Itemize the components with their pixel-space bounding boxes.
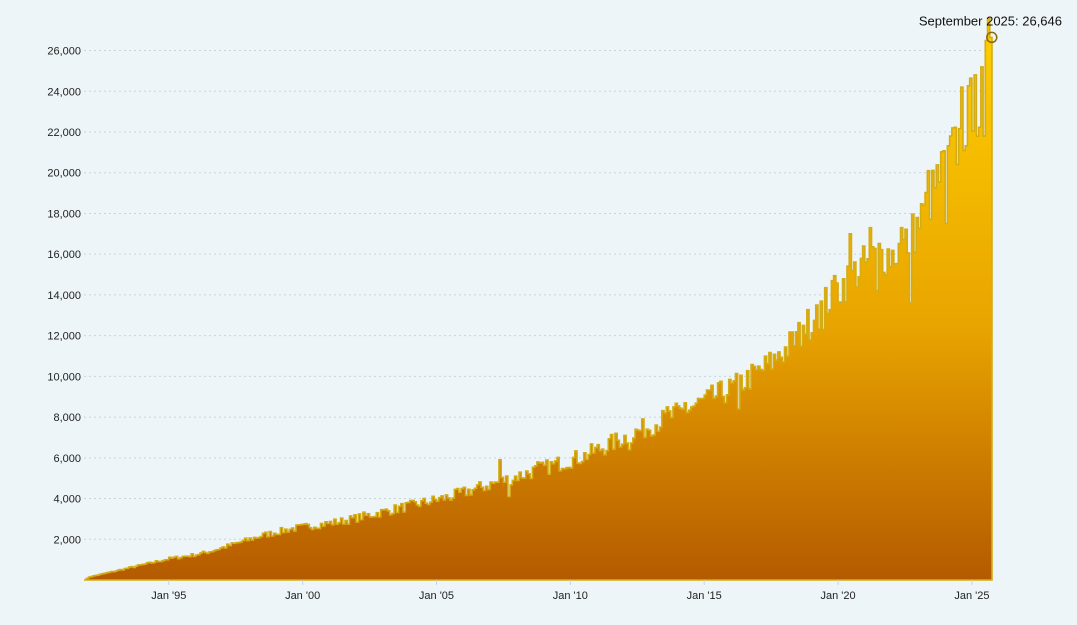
- y-tick-label: 2,000: [53, 534, 81, 546]
- y-tick-label: 26,000: [47, 46, 81, 58]
- y-tick-label: 10,000: [47, 371, 81, 383]
- y-axis: 2,000 4,000 6,000 8,000 10,000 12,000 14,000 16…: [47, 46, 81, 547]
- peak-annotation: September 2025: 26,646: [919, 13, 1062, 44]
- series-area-path: [84, 17, 993, 581]
- x-tick-label: Jan '20: [820, 590, 855, 602]
- x-tick-label: Jan '00: [285, 590, 320, 602]
- x-tick-label: Jan '25: [954, 590, 989, 602]
- x-tick-label: Jan '05: [419, 590, 454, 602]
- y-tick-label: 18,000: [47, 208, 81, 220]
- y-tick-label: 6,000: [53, 453, 81, 465]
- series-area: [84, 17, 993, 581]
- y-tick-label: 8,000: [53, 412, 81, 424]
- x-tick-label: Jan '10: [553, 590, 588, 602]
- y-tick-label: 14,000: [47, 290, 81, 302]
- y-tick-label: 4,000: [53, 494, 81, 506]
- peak-label: September 2025: 26,646: [919, 13, 1062, 28]
- y-tick-label: 16,000: [47, 249, 81, 261]
- y-tick-label: 22,000: [47, 127, 81, 139]
- x-tick-label: Jan '15: [687, 590, 722, 602]
- y-tick-label: 12,000: [47, 331, 81, 343]
- x-tick-label: Jan '95: [151, 590, 186, 602]
- peak-marker[interactable]: [986, 31, 998, 44]
- y-tick-label: 20,000: [47, 168, 81, 180]
- x-axis: Jan '95 Jan '00 Jan '05 Jan '10 Jan '15 Jan '…: [151, 580, 989, 602]
- y-tick-label: 24,000: [47, 86, 81, 98]
